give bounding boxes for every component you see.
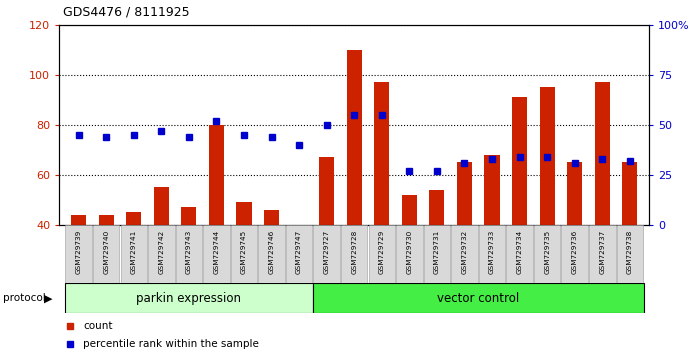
Text: GSM729743: GSM729743: [186, 229, 192, 274]
Text: GSM729727: GSM729727: [324, 229, 329, 274]
Bar: [374, 82, 389, 225]
Bar: [98, 215, 114, 225]
Text: GSM729744: GSM729744: [214, 229, 219, 274]
Text: GSM729746: GSM729746: [269, 229, 274, 274]
Text: GSM729733: GSM729733: [489, 229, 495, 274]
Bar: [65, 283, 313, 313]
Bar: [561, 225, 588, 283]
Bar: [589, 225, 616, 283]
Text: GDS4476 / 8111925: GDS4476 / 8111925: [63, 5, 189, 18]
Bar: [258, 225, 285, 283]
Text: parkin expression: parkin expression: [136, 292, 242, 305]
Bar: [286, 225, 312, 283]
Text: GSM729735: GSM729735: [544, 229, 550, 274]
Bar: [512, 97, 527, 225]
Bar: [616, 225, 643, 283]
Bar: [66, 225, 92, 283]
Bar: [181, 207, 196, 225]
Bar: [148, 225, 174, 283]
Text: GSM729747: GSM729747: [296, 229, 302, 274]
Bar: [479, 225, 505, 283]
Text: GSM729738: GSM729738: [627, 229, 633, 274]
Text: GSM729739: GSM729739: [75, 229, 82, 274]
Bar: [71, 215, 86, 225]
Bar: [369, 225, 395, 283]
Bar: [451, 225, 477, 283]
Text: GSM729745: GSM729745: [241, 229, 247, 274]
Bar: [264, 210, 279, 225]
Bar: [209, 125, 224, 225]
Bar: [154, 187, 169, 225]
Text: GSM729740: GSM729740: [103, 229, 109, 274]
Bar: [396, 225, 422, 283]
Bar: [347, 50, 362, 225]
Bar: [121, 225, 147, 283]
Text: GSM729736: GSM729736: [572, 229, 578, 274]
Bar: [567, 162, 582, 225]
Bar: [237, 202, 251, 225]
Text: count: count: [83, 321, 112, 331]
Bar: [319, 157, 334, 225]
Bar: [313, 283, 644, 313]
Bar: [623, 162, 637, 225]
Text: GSM729734: GSM729734: [517, 229, 523, 274]
Bar: [595, 82, 610, 225]
Text: GSM729728: GSM729728: [351, 229, 357, 274]
Text: percentile rank within the sample: percentile rank within the sample: [83, 339, 259, 349]
Bar: [534, 225, 560, 283]
Bar: [402, 195, 417, 225]
Bar: [176, 225, 202, 283]
Bar: [457, 162, 472, 225]
Text: GSM729732: GSM729732: [461, 229, 468, 274]
Text: protocol: protocol: [3, 293, 46, 303]
Text: GSM729729: GSM729729: [379, 229, 385, 274]
Text: vector control: vector control: [437, 292, 519, 305]
Text: GSM729742: GSM729742: [158, 229, 164, 274]
Bar: [203, 225, 230, 283]
Bar: [313, 225, 340, 283]
Text: GSM729731: GSM729731: [434, 229, 440, 274]
Text: GSM729741: GSM729741: [131, 229, 137, 274]
Bar: [429, 190, 445, 225]
Bar: [126, 212, 141, 225]
Bar: [231, 225, 258, 283]
Bar: [93, 225, 119, 283]
Text: GSM729730: GSM729730: [406, 229, 413, 274]
Bar: [424, 225, 450, 283]
Bar: [506, 225, 533, 283]
Text: GSM729737: GSM729737: [600, 229, 605, 274]
Bar: [540, 87, 555, 225]
Text: ▶: ▶: [44, 293, 52, 303]
Bar: [341, 225, 367, 283]
Bar: [484, 155, 500, 225]
